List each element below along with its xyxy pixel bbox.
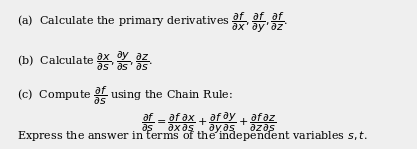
Text: (c)  Compute $\dfrac{\partial f}{\partial s}$ using the Chain Rule:: (c) Compute $\dfrac{\partial f}{\partial… bbox=[17, 85, 233, 107]
Text: (a)  Calculate the primary derivatives $\dfrac{\partial f}{\partial x}, \dfrac{\: (a) Calculate the primary derivatives $\… bbox=[17, 10, 288, 35]
Text: (b)  Calculate $\dfrac{\partial x}{\partial s}, \dfrac{\partial y}{\partial s}, : (b) Calculate $\dfrac{\partial x}{\parti… bbox=[17, 49, 153, 73]
Text: Express the answer in terms of the independent variables $s, t$.: Express the answer in terms of the indep… bbox=[17, 129, 367, 143]
Text: $\dfrac{\partial f}{\partial s} = \dfrac{\partial f}{\partial x}\dfrac{\partial : $\dfrac{\partial f}{\partial s} = \dfrac… bbox=[141, 111, 276, 136]
